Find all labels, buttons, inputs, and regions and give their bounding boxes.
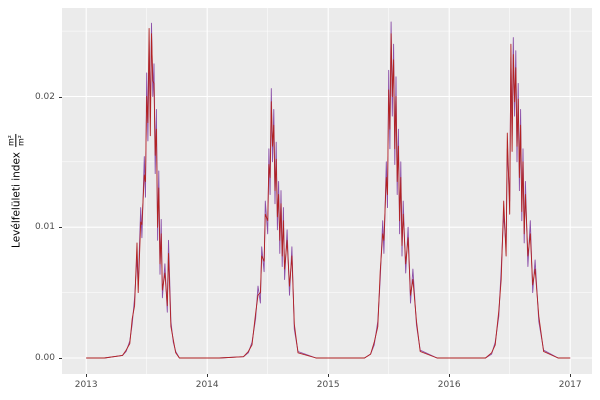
y-tick-label: 0.01 bbox=[34, 222, 55, 233]
x-tick-label: 2017 bbox=[558, 380, 582, 390]
x-tick-mark bbox=[449, 374, 451, 377]
fraction-numerator: m² bbox=[6, 134, 17, 148]
y-tick-mark bbox=[59, 358, 62, 359]
x-tick-mark bbox=[207, 374, 209, 377]
y-axis-title-fraction: m² m² bbox=[6, 134, 26, 148]
x-tick-label: 2013 bbox=[74, 380, 98, 390]
chart-canvas bbox=[62, 8, 592, 374]
y-tick-label: 0.02 bbox=[34, 91, 55, 102]
series-red-line bbox=[86, 28, 571, 359]
x-tick-mark bbox=[86, 374, 88, 377]
y-axis-title-text: Levélfelületi index bbox=[10, 152, 22, 248]
x-tick-mark bbox=[328, 374, 330, 377]
y-tick-mark bbox=[59, 96, 62, 98]
fraction-denominator: m² bbox=[16, 135, 26, 147]
y-tick-label: 0.00 bbox=[34, 353, 55, 363]
x-tick-label: 2016 bbox=[437, 380, 461, 390]
x-tick-label: 2015 bbox=[316, 380, 340, 390]
x-tick-mark bbox=[570, 374, 572, 377]
plot-panel bbox=[62, 8, 592, 374]
x-tick-label: 2014 bbox=[195, 380, 219, 390]
y-tick-mark bbox=[59, 227, 62, 229]
